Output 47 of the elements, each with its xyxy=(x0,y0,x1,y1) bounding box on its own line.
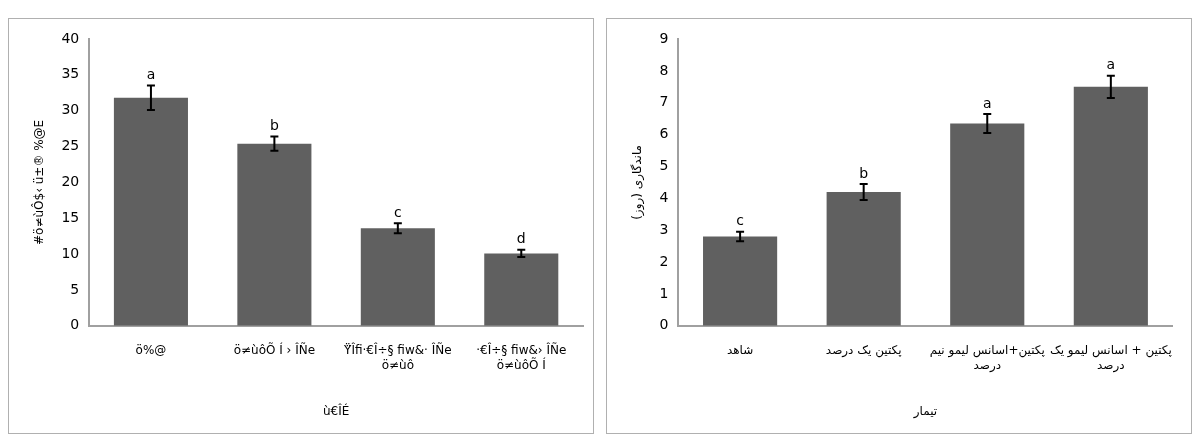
y-tick-label: 9 xyxy=(659,29,669,46)
bar xyxy=(703,236,778,326)
x-tick-label: Ÿ̈Îfi·€Î÷§ fiw&· ÎÑe ö≠ùô xyxy=(343,342,452,372)
bar xyxy=(360,228,435,326)
y-tick-label: 2 xyxy=(659,252,669,269)
x-tick-label: پکتین+اسانس لیمو نیم درصد xyxy=(929,343,1045,373)
y-tick-label: 1 xyxy=(659,284,669,301)
y-tick-label: 7 xyxy=(659,93,669,110)
y-tick-label: 10 xyxy=(61,244,80,261)
x-axis-title: تیمار xyxy=(912,403,938,419)
annotation: a xyxy=(1106,56,1116,73)
x-tick-label: پکتین یک درصد xyxy=(825,343,902,359)
bar xyxy=(950,123,1025,326)
y-axis-title: #ö≠ùÔ$‹ ü±® %@E xyxy=(31,119,47,246)
annotation: d xyxy=(516,230,526,247)
y-tick-label: 20 xyxy=(61,173,80,190)
y-tick-label: 6 xyxy=(659,125,669,142)
bar xyxy=(484,253,559,326)
annotation: b xyxy=(269,117,279,134)
y-tick-label: 25 xyxy=(61,137,80,154)
y-tick-label: 5 xyxy=(659,157,669,174)
x-tick-label: پکتین + اسانس لیمو یک درصد xyxy=(1049,343,1172,373)
y-tick-label: 40 xyxy=(61,29,80,46)
bar xyxy=(1073,86,1148,326)
y-tick-label: 15 xyxy=(61,208,80,225)
annotation: b xyxy=(859,164,869,181)
y-tick-label: 8 xyxy=(659,61,669,78)
annotation: a xyxy=(982,94,992,111)
annotation: c xyxy=(393,203,402,220)
y-tick-label: 3 xyxy=(659,220,669,237)
y-tick-label: 5 xyxy=(70,280,80,297)
x-tick-label: شاهد xyxy=(726,343,754,358)
bar xyxy=(113,97,188,326)
y-tick-label: 4 xyxy=(659,188,669,205)
bar xyxy=(237,143,312,326)
annotation: c xyxy=(736,212,744,229)
y-axis-title: ماندگاری (روز) xyxy=(630,144,646,220)
x-axis-title: ù€ÎÉ xyxy=(322,402,350,418)
y-tick-label: 0 xyxy=(659,316,669,333)
x-tick-label: ö%@ xyxy=(135,343,167,358)
x-tick-label: ·€Î÷§ fiw&› ÎÑe ö≠ùôÕ Í xyxy=(476,342,567,372)
y-tick-label: 30 xyxy=(61,101,80,118)
bar xyxy=(826,191,901,326)
y-tick-label: 0 xyxy=(70,316,80,333)
x-tick-label: ö≠ùôÕ Í › ÎÑe xyxy=(233,342,316,358)
y-tick-label: 35 xyxy=(61,65,80,82)
annotation: a xyxy=(146,66,156,83)
